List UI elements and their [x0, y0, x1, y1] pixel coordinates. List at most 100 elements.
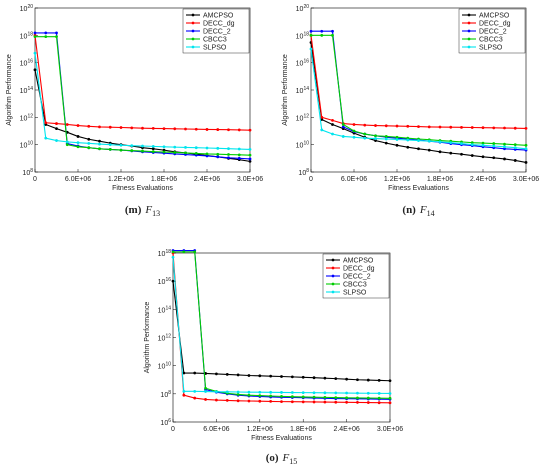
- point: [377, 378, 381, 382]
- point: [406, 124, 410, 128]
- legend-marker: [467, 37, 471, 41]
- point: [193, 371, 197, 375]
- point: [481, 143, 485, 147]
- point: [280, 400, 283, 404]
- x-tick-label: 6.0E+06: [203, 426, 229, 433]
- point: [227, 156, 230, 160]
- point: [301, 395, 305, 399]
- point: [331, 132, 334, 136]
- point: [247, 390, 251, 394]
- legend-marker: [331, 274, 335, 278]
- legend-label: DECC_2: [479, 29, 507, 36]
- point: [395, 143, 399, 147]
- x-tick-label: 1.2E+06: [108, 176, 134, 183]
- y-tick-label: 1016: [20, 59, 34, 68]
- y-tick-label: 108: [298, 168, 309, 177]
- point: [33, 68, 37, 72]
- point: [331, 33, 334, 37]
- x-tick-label: 0: [33, 176, 37, 183]
- point: [503, 147, 506, 151]
- point: [492, 126, 496, 130]
- point: [141, 126, 144, 130]
- point: [173, 151, 177, 154]
- x-axis-title: Fitness Evaluations: [251, 435, 312, 442]
- y-tick-label: 1018: [158, 249, 172, 258]
- point: [76, 141, 80, 145]
- legend-label: DECC_2: [343, 274, 371, 281]
- point: [247, 374, 251, 377]
- legend-marker: [467, 13, 471, 17]
- point: [87, 124, 91, 128]
- y-tick-label: 1018: [20, 31, 34, 40]
- point: [98, 139, 101, 143]
- point: [341, 123, 345, 126]
- point: [151, 126, 155, 130]
- y-tick-label: 1018: [296, 31, 310, 40]
- point: [205, 152, 209, 156]
- point: [87, 146, 91, 150]
- point: [204, 390, 207, 393]
- point: [151, 150, 155, 154]
- point: [524, 143, 528, 147]
- point: [87, 141, 91, 145]
- point: [366, 391, 370, 395]
- point: [309, 29, 313, 33]
- point: [193, 396, 197, 400]
- point: [258, 399, 262, 403]
- point: [130, 149, 134, 152]
- point: [193, 250, 197, 254]
- point: [269, 394, 273, 398]
- point: [216, 152, 220, 156]
- point: [388, 396, 392, 400]
- caption-subscript: 14: [427, 209, 435, 218]
- point: [345, 377, 348, 381]
- point: [323, 376, 327, 380]
- point: [366, 378, 370, 382]
- point: [141, 149, 144, 153]
- point: [65, 143, 69, 147]
- point: [55, 31, 58, 35]
- point: [356, 378, 359, 382]
- x-tick-label: 2.4E+06: [194, 176, 220, 183]
- y-tick-label: 106: [160, 418, 171, 427]
- legend-marker: [191, 21, 195, 25]
- point: [33, 35, 37, 39]
- point: [384, 135, 388, 138]
- y-tick-label: 1012: [158, 334, 172, 343]
- point: [323, 395, 327, 399]
- point: [438, 140, 442, 144]
- point: [395, 135, 399, 139]
- legend-marker: [191, 37, 195, 41]
- point: [247, 393, 251, 397]
- point: [182, 250, 186, 254]
- point: [492, 156, 496, 160]
- point: [225, 372, 229, 376]
- point: [55, 122, 58, 125]
- point: [320, 128, 324, 132]
- point: [98, 142, 101, 146]
- legend-marker: [331, 282, 335, 286]
- caption-label: (m): [125, 204, 142, 216]
- y-axis-title: Algorithm Performance: [6, 54, 13, 126]
- x-tick-label: 6.0E+06: [65, 176, 91, 183]
- legend-marker: [331, 266, 335, 270]
- point: [503, 126, 506, 130]
- point: [345, 391, 348, 395]
- point: [312, 376, 316, 380]
- point: [312, 395, 316, 399]
- point: [162, 145, 166, 149]
- point: [388, 401, 392, 405]
- point: [193, 389, 197, 393]
- point: [513, 146, 517, 150]
- point: [184, 127, 187, 131]
- point: [352, 123, 356, 126]
- point: [65, 123, 69, 126]
- point: [503, 142, 506, 146]
- point: [237, 153, 241, 157]
- point: [130, 144, 134, 148]
- point: [374, 124, 377, 127]
- point: [320, 115, 324, 119]
- point: [334, 391, 338, 395]
- point: [216, 155, 220, 159]
- point: [248, 159, 252, 163]
